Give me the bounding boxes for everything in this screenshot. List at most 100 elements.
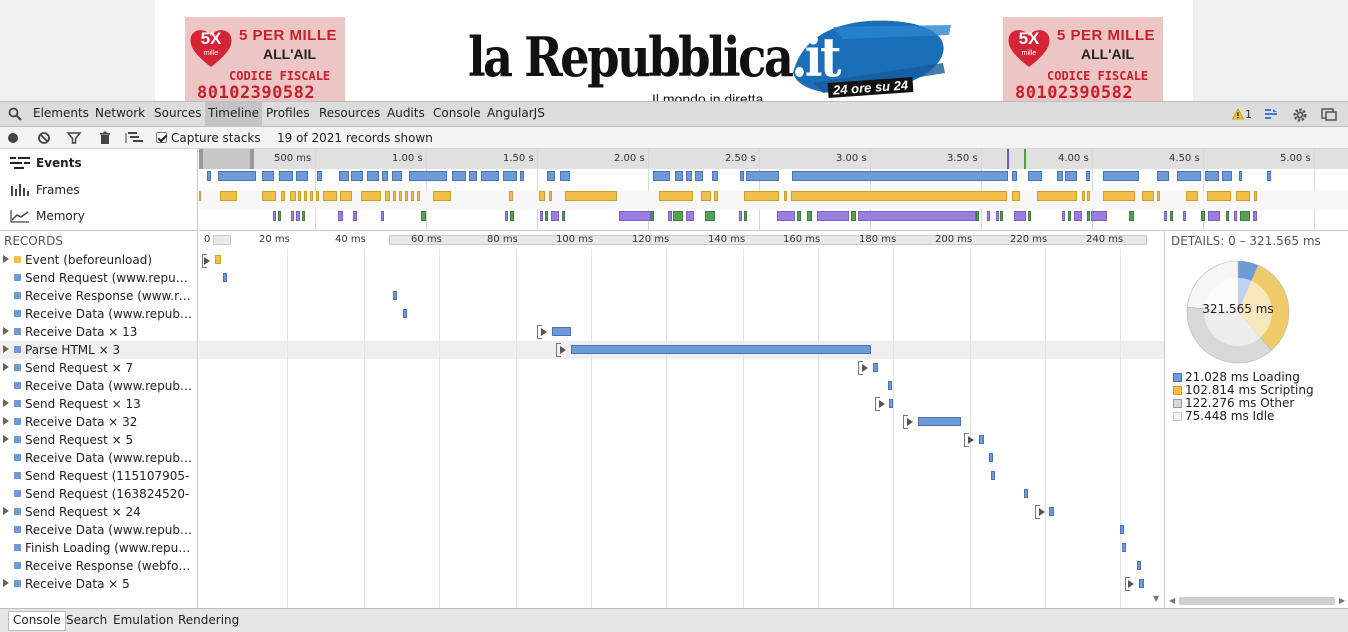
tab-sources[interactable]: Sources: [154, 106, 202, 120]
expand-arrow-icon[interactable]: [3, 579, 9, 587]
record-row[interactable]: Send Request × 13: [0, 395, 197, 413]
record-bar[interactable]: [1120, 525, 1124, 534]
records-tick: 220 ms: [1010, 234, 1048, 245]
record-row[interactable]: Send Request (115107905-: [0, 467, 197, 485]
expand-arrow-icon[interactable]: [968, 436, 974, 444]
flame-chart-icon[interactable]: [125, 130, 143, 146]
capture-stacks-checkbox[interactable]: Capture stacks: [156, 131, 261, 145]
drawer-tab-console[interactable]: Console: [8, 611, 66, 631]
record-bar[interactable]: [989, 453, 993, 462]
expand-arrow-icon[interactable]: [3, 417, 9, 425]
expand-arrow-icon[interactable]: [879, 400, 885, 408]
record-bar[interactable]: [979, 435, 984, 444]
filter-icon[interactable]: [66, 130, 84, 146]
record-bar[interactable]: [1137, 561, 1141, 570]
scrollbar-thumb[interactable]: [1179, 597, 1335, 605]
expand-arrow-icon[interactable]: [1128, 580, 1134, 588]
drawer-tab-search[interactable]: Search: [66, 613, 108, 627]
record-bar[interactable]: [873, 363, 878, 372]
expand-arrow-icon[interactable]: [204, 257, 210, 265]
record-bar[interactable]: [552, 327, 571, 336]
checkbox-checked-icon[interactable]: [156, 132, 167, 143]
drawer-toggle-icon[interactable]: [1258, 102, 1284, 127]
record-bar[interactable]: [1122, 543, 1126, 552]
window-left-handle[interactable]: [199, 149, 203, 169]
record-bar[interactable]: [1024, 489, 1028, 498]
expand-arrow-icon[interactable]: [3, 345, 9, 353]
site-logo[interactable]: la Repubblica.it Il mondo in diretta 24 …: [468, 13, 951, 101]
dock-icon[interactable]: [1316, 102, 1342, 127]
record-bar[interactable]: [888, 381, 892, 390]
record-bar[interactable]: [393, 291, 397, 300]
expand-arrow-icon[interactable]: [862, 364, 868, 372]
record-label: Send Request (115107905-: [25, 469, 190, 483]
tab-console[interactable]: Console: [433, 106, 481, 120]
record-bar[interactable]: [991, 471, 995, 480]
expand-arrow-icon[interactable]: [3, 363, 9, 371]
gear-icon[interactable]: [1287, 102, 1313, 127]
ad-banner-left[interactable]: 5X mille 5 PER MILLE ALL'AIL CODICE FISC…: [185, 17, 345, 101]
record-row[interactable]: Send Request (www.repubblica.it): [0, 269, 197, 287]
warning-count[interactable]: 1: [1245, 108, 1252, 121]
record-row[interactable]: Receive Response (www.repubblica.it): [0, 287, 197, 305]
details-scrollbar[interactable]: ◀ ▶: [1169, 594, 1347, 606]
record-row[interactable]: Receive Data (www.repubblica.it): [0, 521, 197, 539]
record-row[interactable]: Receive Response (webfonts): [0, 557, 197, 575]
record-row[interactable]: Event (beforeunload): [0, 251, 197, 269]
record-bar[interactable]: [889, 399, 893, 408]
expand-arrow-icon[interactable]: [3, 435, 9, 443]
ad-badge-text: 5X: [200, 29, 222, 48]
search-icon[interactable]: [2, 102, 28, 127]
scroll-down-icon[interactable]: ▼: [1153, 594, 1160, 603]
record-bar[interactable]: [571, 345, 871, 354]
tab-angularjs[interactable]: AngularJS: [487, 106, 545, 120]
scroll-left-icon[interactable]: ◀: [1169, 596, 1176, 605]
tab-network[interactable]: Network: [95, 106, 146, 120]
record-row[interactable]: Finish Loading (www.repubblica.it): [0, 539, 197, 557]
record-row[interactable]: Send Request × 5: [0, 431, 197, 449]
drawer-tab-rendering[interactable]: Rendering: [178, 613, 240, 627]
window-right-handle[interactable]: [250, 149, 254, 169]
tab-profiles[interactable]: Profiles: [266, 106, 310, 120]
record-bar[interactable]: [215, 255, 221, 264]
expand-arrow-icon[interactable]: [1039, 508, 1045, 516]
tab-resources[interactable]: Resources: [319, 106, 381, 120]
scroll-right-icon[interactable]: ▶: [1339, 596, 1346, 605]
records-timeline[interactable]: 0 20 ms 40 ms 60 ms 80 ms 100 ms 120 ms …: [199, 231, 1164, 608]
drawer-tab-emulation[interactable]: Emulation: [113, 613, 174, 627]
record-icon[interactable]: [5, 130, 23, 146]
expand-arrow-icon[interactable]: [907, 418, 913, 426]
ad-line-4: 80102390582: [1015, 83, 1134, 101]
record-row[interactable]: Receive Data (www.repubblica.it): [0, 305, 197, 323]
record-row[interactable]: Receive Data × 5: [0, 575, 197, 593]
records-tick: 240 ms: [1086, 234, 1124, 245]
expand-arrow-icon[interactable]: [3, 327, 9, 335]
ad-banner-right[interactable]: 5X mille 5 PER MILLE ALL'AIL CODICE FISC…: [1003, 17, 1163, 101]
overview-pane[interactable]: 500 ms 1.00 s 1.50 s 2.00 s 2.50 s 3.00 …: [199, 149, 1348, 231]
trash-icon[interactable]: [97, 130, 115, 146]
record-row[interactable]: Receive Data × 13: [0, 323, 197, 341]
record-row[interactable]: Receive Data (www.repubblica.it): [0, 449, 197, 467]
record-row[interactable]: Receive Data (www.repubblica.it): [0, 377, 197, 395]
expand-arrow-icon[interactable]: [3, 255, 9, 263]
expand-arrow-icon[interactable]: [3, 399, 9, 407]
record-category-icon: [14, 436, 21, 443]
record-row[interactable]: Send Request × 24: [0, 503, 197, 521]
expand-arrow-icon[interactable]: [560, 346, 566, 354]
record-row[interactable]: Send Request × 7: [0, 359, 197, 377]
record-row[interactable]: Parse HTML × 3: [0, 341, 197, 359]
expand-arrow-icon[interactable]: [3, 507, 9, 515]
record-bar[interactable]: [1139, 579, 1144, 588]
record-row[interactable]: Send Request (163824520-: [0, 485, 197, 503]
tab-audits[interactable]: Audits: [387, 106, 425, 120]
record-row[interactable]: Receive Data × 32: [0, 413, 197, 431]
warning-icon[interactable]: [1230, 102, 1256, 127]
record-bar[interactable]: [223, 273, 227, 282]
tab-timeline[interactable]: Timeline: [205, 102, 263, 127]
clear-icon[interactable]: [36, 130, 54, 146]
record-bar[interactable]: [1049, 507, 1054, 516]
tab-elements[interactable]: Elements: [33, 106, 89, 120]
expand-arrow-icon[interactable]: [541, 328, 547, 336]
record-bar[interactable]: [403, 309, 407, 318]
record-bar[interactable]: [918, 417, 961, 426]
